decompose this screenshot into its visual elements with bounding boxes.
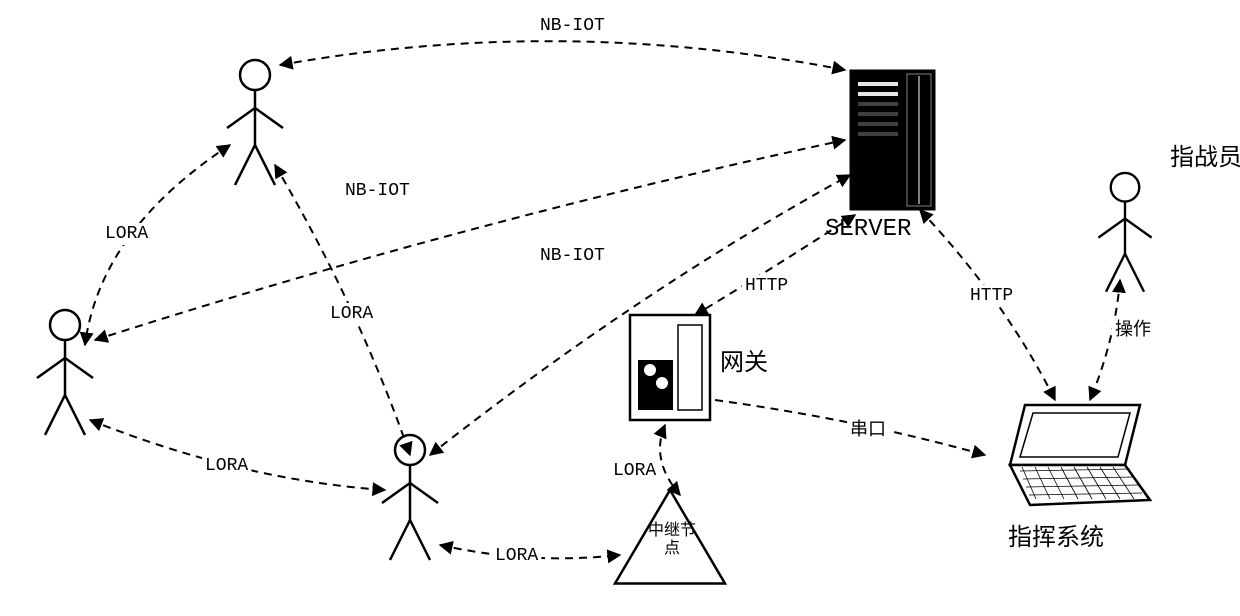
laptop-label: 指挥系统 <box>1008 524 1104 551</box>
edge-label-commander-laptop: 操作 <box>1115 319 1151 341</box>
edge-gateway-relay <box>660 425 680 495</box>
person-3 <box>382 435 438 560</box>
person-2 <box>37 310 93 435</box>
edge-label-p3-server: NB-IOT <box>540 246 605 266</box>
edge-label-p1-p3: LORA <box>330 304 373 324</box>
edge-label-server-laptop: HTTP <box>970 286 1013 306</box>
edge-p1-server <box>280 41 845 70</box>
edge-label-p2-server: NB-IOT <box>345 181 410 201</box>
edge-label-gateway-laptop: 串口 <box>850 419 886 441</box>
server-label: SERVER <box>825 216 911 243</box>
relay-label-1: 中继节 <box>648 521 696 539</box>
laptop-node <box>1010 405 1150 505</box>
edge-label-gateway-relay: LORA <box>613 461 656 481</box>
gateway-node <box>630 315 710 420</box>
edge-label-p1-p2: LORA <box>105 224 148 244</box>
commander <box>1098 173 1151 292</box>
gateway-label: 网关 <box>720 349 768 376</box>
edge-label-p3-relay: LORA <box>495 546 538 566</box>
edge-p2-server <box>95 140 845 340</box>
relay-label-2: 点 <box>664 539 680 557</box>
edge-label-server-gateway: HTTP <box>745 276 788 296</box>
commander-label: 指战员 <box>1170 144 1240 171</box>
edge-label-p1-server: NB-IOT <box>540 16 605 36</box>
server-node <box>850 70 935 210</box>
edge-label-p2-p3: LORA <box>205 456 248 476</box>
